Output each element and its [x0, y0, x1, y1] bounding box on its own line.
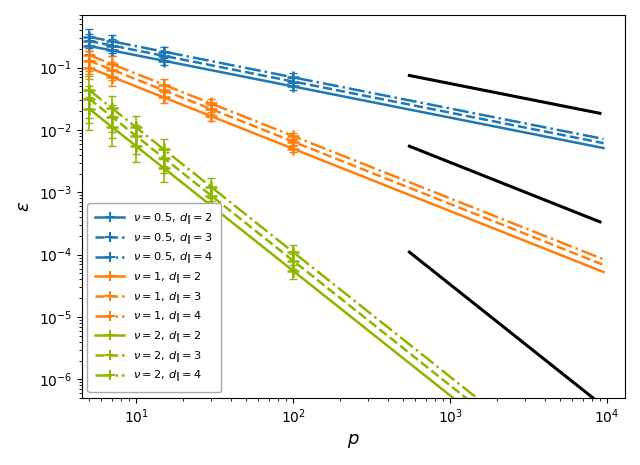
Legend: $\nu = 0.5,\, d_\| = 2$, $\nu = 0.5,\, d_\| = 3$, $\nu = 0.5,\, d_\| = 4$, $\nu : $\nu = 0.5,\, d_\| = 2$, $\nu = 0.5,\, d…	[88, 203, 221, 392]
X-axis label: $p$: $p$	[347, 432, 360, 450]
Y-axis label: $\varepsilon$: $\varepsilon$	[15, 201, 33, 212]
